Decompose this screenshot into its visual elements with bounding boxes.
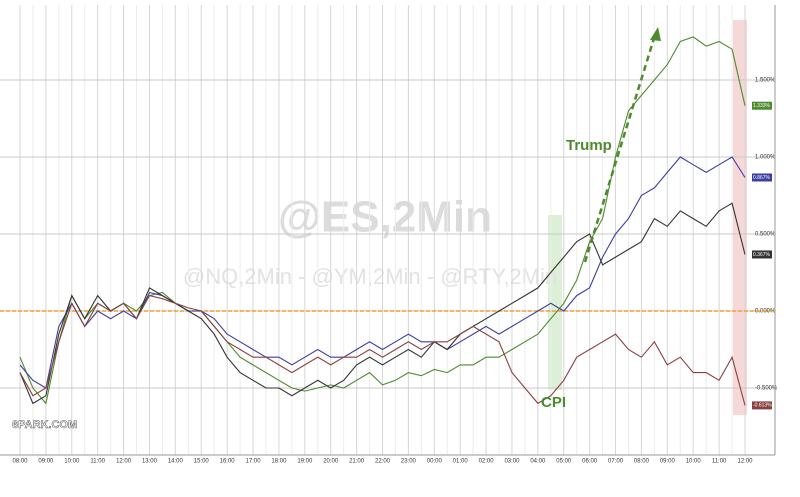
value-label: -0.613% xyxy=(753,403,772,409)
x-tick-label: 03:00 xyxy=(504,459,520,465)
y-tick-label: 1.500% xyxy=(755,78,776,84)
x-tick-label: 01:00 xyxy=(453,459,469,465)
value-label-box xyxy=(752,401,772,410)
x-tick-label: 11:00 xyxy=(712,459,727,465)
x-tick-label: 04:00 xyxy=(530,459,546,465)
value-label: 1.333% xyxy=(753,103,771,109)
x-tick-label: 06:00 xyxy=(582,459,598,465)
x-tick-label: 08:00 xyxy=(12,459,28,465)
x-tick-label: 07:00 xyxy=(608,459,624,465)
y-tick-label: 1.000% xyxy=(755,155,776,161)
annotation: Trump xyxy=(566,137,612,154)
x-tick-label: 11:00 xyxy=(90,459,105,465)
x-tick-label: 10:00 xyxy=(64,459,80,465)
series-line xyxy=(19,36,746,405)
value-label: 0.867% xyxy=(753,175,771,181)
x-tick-label: 14:00 xyxy=(168,459,184,465)
y-tick-label: -0.500% xyxy=(755,386,778,392)
site-watermark: 6PARK.COM xyxy=(12,419,77,431)
value-label: 0.367% xyxy=(753,252,771,258)
annotation: CPI xyxy=(541,394,566,411)
value-label-box xyxy=(752,101,772,110)
value-label-box xyxy=(752,173,772,182)
x-tick-label: 02:00 xyxy=(479,459,495,465)
x-tick-label: 21:00 xyxy=(349,459,365,465)
x-tick-label: 17:00 xyxy=(246,459,262,465)
cpi-highlight xyxy=(548,215,562,390)
x-tick-label: 15:00 xyxy=(194,459,210,465)
x-tick-label: 13:00 xyxy=(142,459,158,465)
value-label-box xyxy=(752,250,772,259)
x-tick-label: 19:00 xyxy=(297,459,313,465)
x-tick-label: 08:00 xyxy=(634,459,650,465)
x-tick-label: 12:00 xyxy=(737,459,753,465)
series-line xyxy=(19,294,746,406)
series-line xyxy=(19,202,746,405)
arrow-head xyxy=(650,27,661,41)
watermark: @ES,2Min xyxy=(278,193,492,242)
x-tick-label: 23:00 xyxy=(401,459,417,465)
y-tick-label: 0.500% xyxy=(755,232,776,238)
x-tick-label: 00:00 xyxy=(427,459,443,465)
x-tick-label: 12:00 xyxy=(116,459,132,465)
x-tick-label: 09:00 xyxy=(660,459,676,465)
x-tick-label: 22:00 xyxy=(375,459,391,465)
x-tick-label: 09:00 xyxy=(38,459,54,465)
x-tick-label: 16:00 xyxy=(220,459,236,465)
x-tick-label: 10:00 xyxy=(686,459,702,465)
x-tick-label: 05:00 xyxy=(556,459,572,465)
end-highlight xyxy=(733,20,747,415)
plot: 08:00 09:00 10:00 11:00 12:00 13:00 14:00 15:00… xyxy=(0,5,778,465)
x-tick-label: 20:00 xyxy=(323,459,339,465)
x-tick-label: 18:00 xyxy=(271,459,287,465)
